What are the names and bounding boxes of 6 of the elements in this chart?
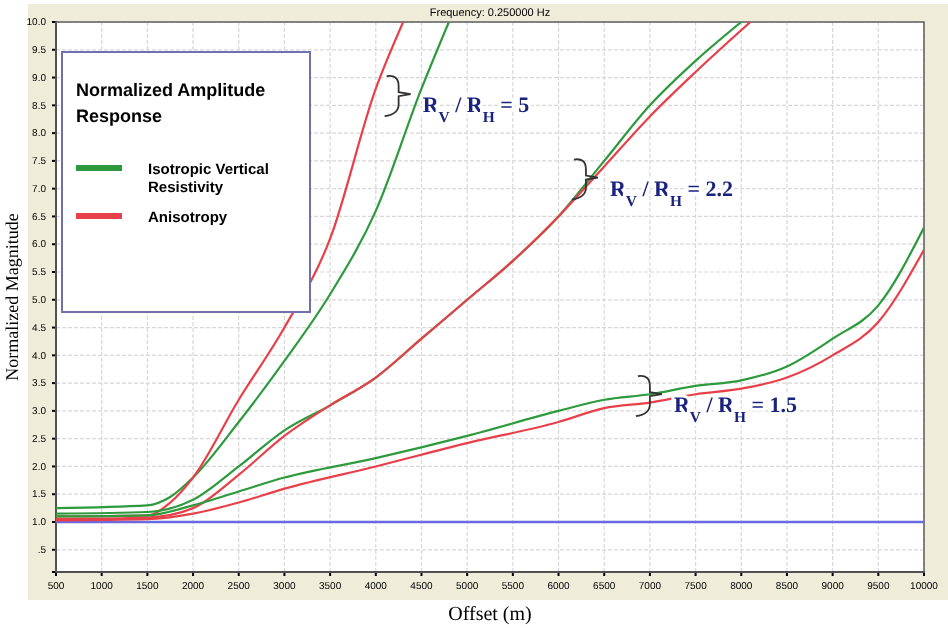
y-axis-title: Normalized Magnitude [2,213,22,381]
annotation: R$_{V}$ / R$_{H}$ = 2.2 [609,177,734,209]
x-axis-title: Offset (m) [448,604,532,626]
annotation: R$_{V}$ / R$_{H}$ = 1.5 [673,394,798,426]
legend-title: Normalized Amplitude Response [76,80,266,126]
annotation: R$_{V}$ / R$_{H}$ = 5 [422,94,531,126]
